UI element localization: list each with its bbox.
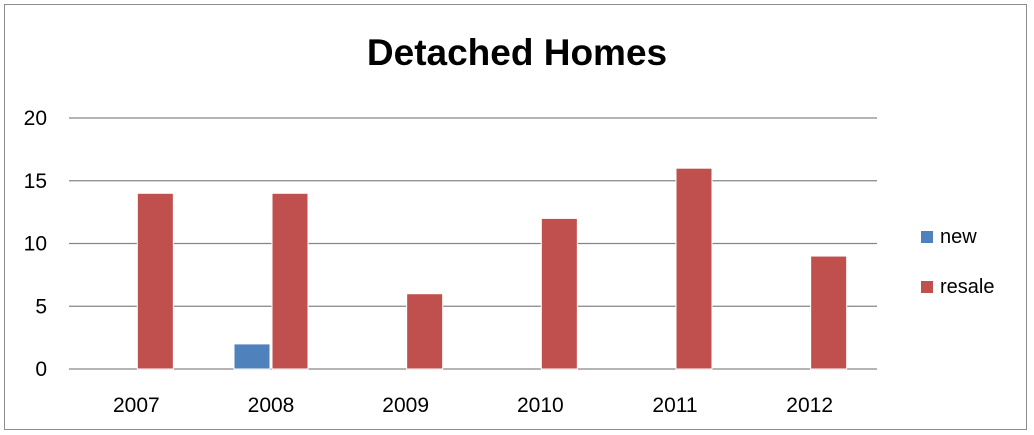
y-tick-label: 20 [24, 107, 47, 130]
x-tick-label: 2011 [652, 394, 697, 417]
y-tick-label: 15 [24, 170, 47, 193]
bar-resale-2007 [136, 192, 174, 370]
legend-swatch-resale [921, 281, 933, 293]
bar-resale-2011 [675, 167, 713, 370]
x-tick-label: 2012 [786, 394, 833, 417]
y-axis-ticks: 0 5 10 15 20 [24, 107, 47, 381]
x-tick-label: 2009 [382, 394, 429, 417]
x-tick-label: 2007 [113, 394, 160, 417]
x-tick-label: 2010 [517, 394, 564, 417]
y-tick-label: 0 [35, 358, 47, 381]
bar-resale-2009 [406, 293, 444, 370]
legend-label-new: new [940, 226, 977, 248]
gridlines [69, 117, 877, 370]
y-tick-label: 5 [35, 295, 47, 318]
legend-swatch-new [921, 231, 933, 243]
legend: new resale [921, 226, 994, 298]
legend-label-resale: resale [940, 276, 994, 298]
bar-resale-2008 [271, 192, 309, 370]
x-tick-label: 2008 [248, 394, 295, 417]
bar-resale-2010 [540, 217, 578, 370]
chart-title: Detached Homes [366, 32, 668, 73]
bar-new-2008 [233, 343, 271, 370]
x-axis-ticks: 2007 2008 2009 2010 2011 2012 [113, 394, 833, 417]
y-tick-label: 10 [24, 233, 47, 256]
bar-resale-2012 [810, 255, 848, 370]
bars [136, 167, 848, 370]
chart-frame [4, 4, 1027, 430]
